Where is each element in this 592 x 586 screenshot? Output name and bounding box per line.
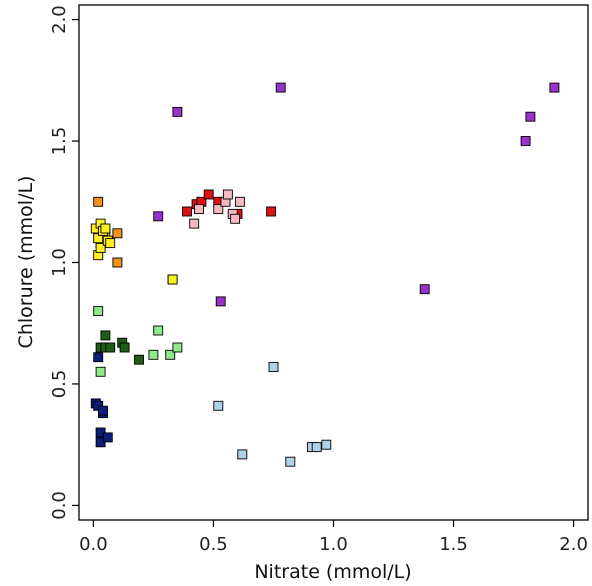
data-point-series-3 xyxy=(93,196,104,207)
x-tick-label: 1.0 xyxy=(319,534,348,555)
data-point-series-4 xyxy=(100,223,111,234)
x-tick-label: 1.5 xyxy=(439,534,468,555)
data-point-series-5 xyxy=(105,342,116,353)
data-point-series-2 xyxy=(194,204,204,215)
data-point-series-7 xyxy=(98,405,108,416)
data-point-series-7 xyxy=(102,432,113,443)
data-point-series-0 xyxy=(549,82,560,93)
data-point-series-1 xyxy=(203,189,214,200)
data-point-series-2 xyxy=(213,204,224,215)
data-point-series-2 xyxy=(234,196,245,207)
data-point-series-6 xyxy=(148,349,159,360)
data-point-series-0 xyxy=(275,82,286,93)
x-axis-title: Nitrate (mmol/L) xyxy=(254,561,411,583)
data-point-series-0 xyxy=(419,284,430,295)
x-tick-label: 0.0 xyxy=(79,534,108,555)
x-tick-label: 2.0 xyxy=(559,534,588,555)
data-point-series-3 xyxy=(112,228,123,239)
y-tick-label: 1.0 xyxy=(49,248,70,277)
plot-frame xyxy=(78,4,589,521)
data-point-series-1 xyxy=(182,206,192,217)
axes-layer: 0.0 0.5 1.0 1.5 2.0 0.0 0.5 1.0 1.5 2.0 xyxy=(49,5,588,555)
data-point-series-6 xyxy=(95,366,106,377)
data-point-series-3 xyxy=(112,257,123,268)
data-point-series-5 xyxy=(100,330,111,341)
x-tick-label: 0.5 xyxy=(199,534,228,555)
data-point-series-5 xyxy=(119,342,130,353)
data-point-series-8 xyxy=(237,449,248,460)
data-point-series-8 xyxy=(285,456,296,467)
data-point-series-6 xyxy=(165,349,176,360)
data-point-series-6 xyxy=(172,342,183,353)
data-point-series-6 xyxy=(153,325,164,336)
data-point-series-8 xyxy=(213,400,224,411)
data-point-series-0 xyxy=(153,211,164,222)
points-layer xyxy=(90,82,560,467)
data-point-series-2 xyxy=(189,218,200,229)
data-point-series-1 xyxy=(266,206,277,217)
data-point-series-2 xyxy=(230,213,241,224)
plot-background xyxy=(79,5,588,520)
y-tick-label: 2.0 xyxy=(49,5,70,34)
data-point-series-4 xyxy=(95,242,106,253)
data-point-series-4 xyxy=(105,238,116,249)
data-point-series-8 xyxy=(321,439,332,450)
data-point-series-2 xyxy=(222,189,233,200)
y-axis-title: Chlorure (mmol/L) xyxy=(15,176,37,349)
data-point-series-6 xyxy=(93,306,104,317)
data-point-series-0 xyxy=(520,136,531,146)
data-point-series-8 xyxy=(268,362,279,372)
data-point-series-4 xyxy=(167,274,178,285)
data-point-series-7 xyxy=(93,352,104,363)
data-point-series-0 xyxy=(215,296,226,307)
data-point-series-0 xyxy=(172,106,183,117)
y-tick-label: 0.5 xyxy=(49,370,70,399)
data-point-series-5 xyxy=(134,354,144,365)
data-point-series-0 xyxy=(525,111,536,122)
y-tick-label: 1.5 xyxy=(49,127,70,156)
data-point-series-8 xyxy=(311,442,322,453)
y-tick-label: 0.0 xyxy=(49,491,70,520)
